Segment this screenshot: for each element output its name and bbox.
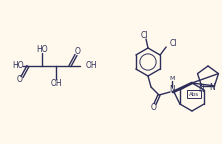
Text: M: M — [169, 76, 175, 82]
Text: HO: HO — [36, 44, 48, 54]
Text: Cl: Cl — [140, 31, 148, 39]
Text: O: O — [17, 75, 23, 85]
Text: Abs: Abs — [189, 91, 199, 96]
Text: OH: OH — [50, 78, 62, 88]
Text: N: N — [198, 85, 204, 93]
Text: O: O — [151, 104, 157, 112]
Text: Cl: Cl — [170, 39, 178, 49]
Text: HO: HO — [12, 61, 24, 71]
Text: N: N — [169, 85, 175, 93]
Text: O: O — [75, 48, 81, 56]
Text: N: N — [210, 83, 215, 92]
Text: OH: OH — [86, 61, 98, 71]
